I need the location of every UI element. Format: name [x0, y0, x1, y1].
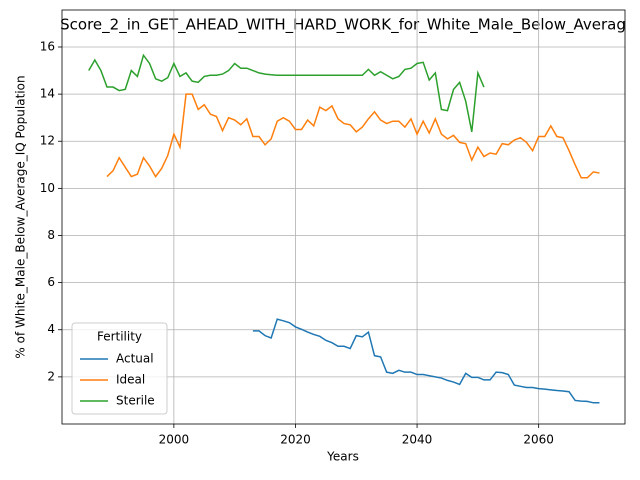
x-axis-label: Years	[326, 450, 359, 464]
legend-label: Sterile	[116, 394, 155, 408]
legend-label: Actual	[116, 352, 154, 366]
x-tick-label: 2040	[402, 433, 433, 447]
chart-title: Score_2_in_GET_AHEAD_WITH_HARD_WORK_for_…	[60, 16, 626, 35]
y-tick-label: 12	[40, 134, 55, 148]
y-tick-label: 8	[47, 228, 55, 242]
y-tick-label: 10	[40, 181, 55, 195]
y-tick-label: 2	[47, 369, 55, 383]
y-tick-label: 4	[47, 322, 55, 336]
x-tick-label: 2060	[523, 433, 554, 447]
x-tick-label: 2000	[159, 433, 190, 447]
series-line	[252, 318, 600, 404]
plot-frame	[61, 9, 626, 425]
legend-box	[71, 322, 168, 415]
series-line	[106, 93, 600, 179]
y-tick-label: 6	[47, 275, 55, 289]
y-axis-label: % of White_Male_Below_Average_IQ Populat…	[14, 75, 28, 358]
x-tick-label: 2020	[280, 433, 311, 447]
series-line	[88, 53, 485, 132]
legend-title: Fertility	[97, 330, 142, 344]
y-tick-label: 16	[40, 39, 55, 53]
y-tick-label: 14	[40, 87, 55, 101]
legend-label: Ideal	[116, 373, 145, 387]
